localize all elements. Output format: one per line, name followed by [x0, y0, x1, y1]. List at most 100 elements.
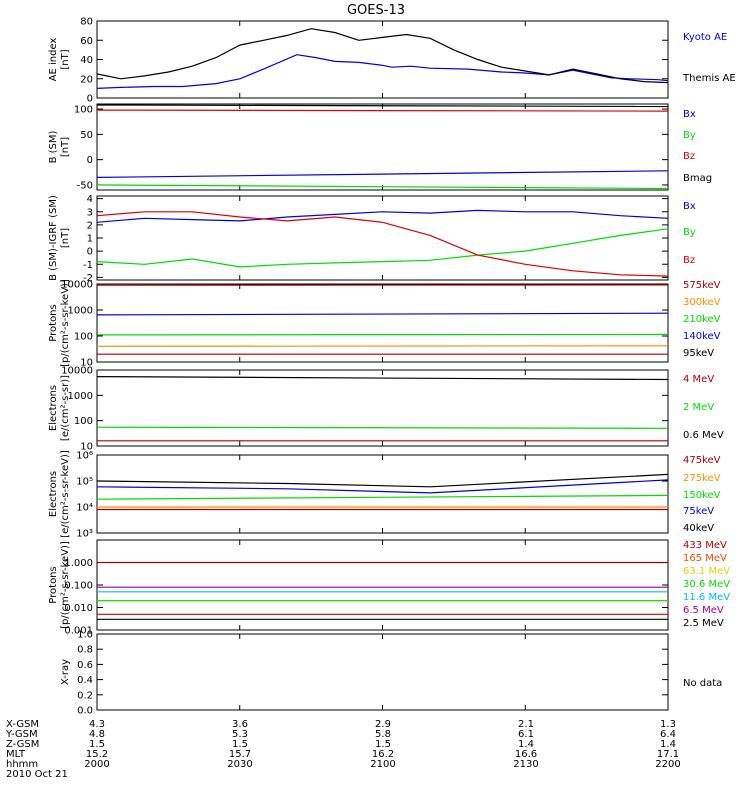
- panel-bsm: -50 0 50 100 B (SM)[nT]: [48, 103, 669, 191]
- panel-frame: [96, 633, 669, 711]
- orbit-cell: 16.6: [515, 749, 537, 760]
- legend-631mev: 63.1 MeV: [683, 566, 730, 577]
- y-tick-label: 0.100: [64, 581, 93, 592]
- y-axis-label: Electrons[e/(cm²-s-sr-keV)]: [48, 450, 71, 538]
- y-tick-label: 1.0: [77, 630, 93, 641]
- y-tick-label: 0.010: [64, 603, 93, 614]
- y-tick-label: 50: [80, 130, 93, 141]
- orbit-cell: 2.9: [375, 719, 391, 730]
- legend-4mev: 4 MeV: [683, 374, 714, 385]
- panel-ae: 0 20 40 60 80 AE index[nT]: [48, 17, 669, 105]
- series-line-bmag: [96, 104, 669, 108]
- orbit-cell: 1.3: [660, 719, 676, 730]
- y-axis-label: B (SM)[nT]: [48, 130, 71, 163]
- panel-frame: [96, 369, 669, 447]
- orbit-label-z-gsm: Z-GSM: [6, 739, 39, 750]
- y-tick-label: 20: [80, 74, 93, 85]
- series-line-by: [96, 228, 669, 268]
- y-tick-label: -50: [77, 180, 93, 191]
- y-tick-label: 80: [80, 17, 93, 28]
- legend-bz: Bz: [683, 151, 695, 162]
- panel-protons2: 0.001 0.010 0.100 1.000Protons[p/(cm²-s-sr-…: [48, 539, 669, 637]
- y-tick-label: 10⁴: [76, 503, 93, 514]
- legend-306mev: 30.6 MeV: [683, 579, 730, 590]
- y-tick-label: 0.8: [77, 645, 93, 656]
- orbit-cell: 17.1: [657, 749, 679, 760]
- y-tick-label: 100: [74, 105, 93, 116]
- orbit-cell: 4.8: [89, 729, 105, 740]
- legend-65mev: 6.5 MeV: [683, 605, 724, 616]
- legend-475kev: 475keV: [683, 455, 721, 466]
- orbit-date: 2010 Oct 21: [6, 769, 68, 780]
- orbit-cell: 3.6: [232, 719, 248, 730]
- orbit-cell: 5.8: [375, 729, 391, 740]
- series-line-bx: [96, 209, 669, 223]
- legend-by: By: [683, 130, 696, 141]
- orbit-label-mlt: MLT: [6, 749, 26, 760]
- legend-by-igrf: By: [683, 227, 696, 238]
- legend-electrons2: 475keV 275keV 150keV 75keV 40keV: [683, 455, 721, 534]
- series-line-140kev: [96, 312, 669, 316]
- orbit-cell: 1.5: [232, 739, 248, 750]
- y-axis-label: X-ray: [60, 659, 71, 685]
- y-tick-label: 1000: [68, 306, 93, 317]
- orbit-label-y-gsm: Y-GSM: [5, 729, 38, 740]
- orbit-cell: 6.1: [518, 729, 534, 740]
- series-line-bz: [96, 211, 669, 277]
- panel-electrons2: 10³ 10⁴ 10⁵ 10⁶ Electrons[e/(cm²-s-sr-keV)]: [48, 450, 669, 540]
- orbit-cell: 2130: [513, 759, 538, 770]
- legend-150kev: 150keV: [683, 490, 721, 501]
- panel-frame: [96, 195, 669, 281]
- legend-bmag: Bmag: [683, 173, 712, 184]
- y-tick-label: 10000: [61, 280, 93, 291]
- series-line-210kev: [96, 333, 669, 336]
- legend-116mev: 11.6 MeV: [683, 592, 730, 603]
- y-tick-label: 10⁵: [76, 477, 93, 488]
- y-tick-label: 100: [74, 332, 93, 343]
- y-tick-label: -2: [83, 273, 93, 284]
- series-line-bz: [96, 109, 669, 112]
- legend-bsm: Bx By Bz Bmag: [683, 109, 712, 184]
- y-tick-label: 1000: [68, 391, 93, 402]
- panel-frame: [96, 103, 669, 191]
- y-axis-label: Protons[p/(cm²-s-sr-keV)]: [48, 541, 71, 629]
- series-line-40kev: [96, 473, 669, 488]
- legend-2mev: 2 MeV: [683, 402, 714, 413]
- y-tick-label: 60: [80, 36, 93, 47]
- y-tick-label: 0.001: [64, 626, 93, 637]
- y-axis-label: B (SM)-IGRF (SM)[nT]: [48, 195, 71, 281]
- xray-no-data: No data: [683, 678, 722, 689]
- y-tick-label: 10000: [61, 366, 93, 377]
- legend-protons: 575keV 300keV 210keV 140keV 95keV: [683, 280, 721, 359]
- series-line-kyoto-ae: [96, 54, 669, 89]
- orbit-cell: 1.5: [375, 739, 391, 750]
- y-axis-label: Protons[p/(cm²-s-sr-keV)]: [48, 279, 71, 367]
- y-tick-label: 10: [80, 442, 93, 453]
- y-tick-label: 10³: [76, 529, 93, 540]
- legend-kyoto-ae: Kyoto AE: [683, 32, 727, 43]
- legend-06mev: 0.6 MeV: [683, 430, 724, 441]
- orbit-cell: 15.7: [229, 749, 251, 760]
- panel-xray: 0.0 0.2 0.4 0.6 0.8 1.0 X-ray: [60, 630, 669, 717]
- y-tick-label: 10⁶: [76, 451, 93, 462]
- legend-bx: Bx: [683, 109, 696, 120]
- y-tick-label: 1.000: [64, 558, 93, 569]
- legend-140kev: 140keV: [683, 331, 721, 342]
- y-tick-label: 0.0: [77, 706, 93, 717]
- panel-frame: [96, 539, 669, 631]
- legend-433mev: 433 MeV: [683, 540, 727, 551]
- y-tick-label: 0: [87, 155, 93, 166]
- panel-frame: [96, 283, 669, 363]
- legend-300kev: 300keV: [683, 297, 721, 308]
- legend-40kev: 40keV: [683, 523, 714, 534]
- series-line-300kev: [96, 345, 669, 347]
- y-tick-label: 0.6: [77, 660, 93, 671]
- y-axis-label: AE index[nT]: [48, 38, 71, 82]
- y-tick-label: 4: [87, 194, 93, 205]
- legend-95kev: 95keV: [683, 348, 714, 359]
- orbit-label-x-gsm: X-GSM: [6, 719, 39, 730]
- orbit-table: X-GSM Y-GSM Z-GSM MLT hhmm 2010 Oct 21 4…: [5, 719, 681, 780]
- legend-275kev: 275keV: [683, 473, 721, 484]
